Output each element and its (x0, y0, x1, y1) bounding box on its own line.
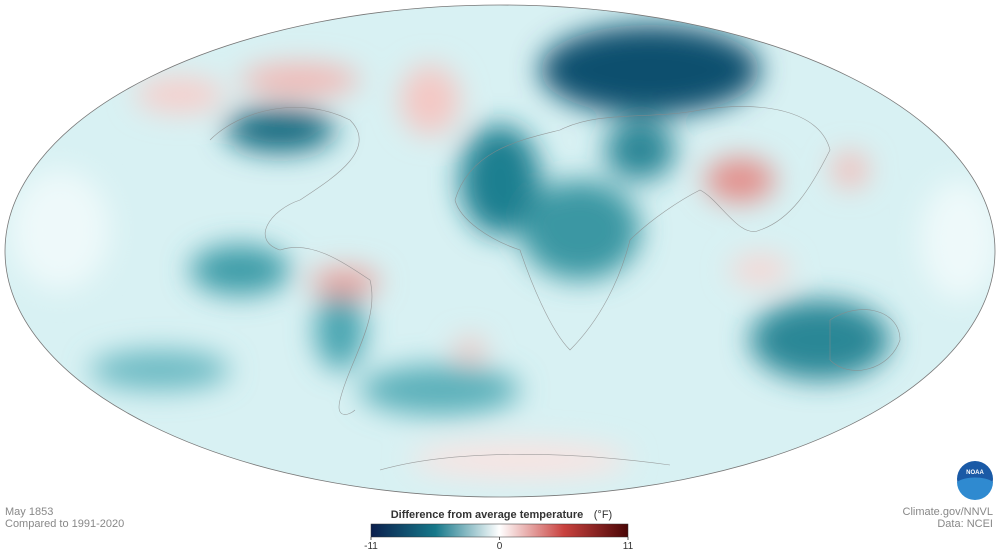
source-credit: Climate.gov/NNVL (903, 506, 993, 518)
legend-title: Difference from average temperature (391, 509, 584, 521)
colorbar-tick-label: 11 (623, 541, 634, 552)
temperature-map (5, 5, 995, 497)
noaa-logo: NOAA (957, 461, 993, 500)
colorbar (370, 523, 629, 538)
colorbar-tick-label: 0 (497, 541, 503, 552)
colorbar-tick-label: -11 (364, 541, 378, 552)
anomaly-field (10, 25, 995, 478)
data-credit: Data: NCEI (937, 518, 993, 530)
globe-outline (4, 4, 996, 498)
coastlines (209, 106, 901, 471)
legend-unit: (°F) (594, 509, 612, 521)
logo-text: NOAA (966, 470, 984, 476)
baseline-label: Compared to 1991-2020 (5, 518, 124, 530)
date-label: May 1853 (5, 506, 53, 518)
